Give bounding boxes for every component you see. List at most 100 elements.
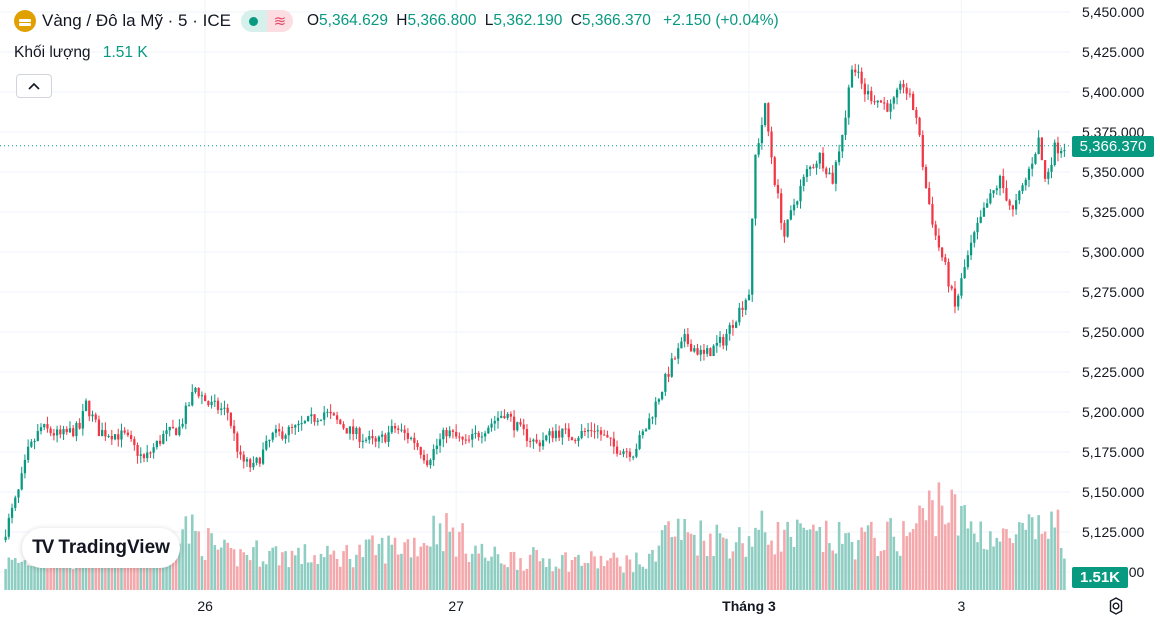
candle-body (261, 449, 265, 464)
candle-body (876, 100, 879, 103)
candle-body (902, 83, 905, 88)
candle-body (895, 89, 899, 98)
volume-bar (496, 554, 500, 590)
candle-body (136, 444, 139, 456)
volume-bar (142, 548, 146, 590)
candle-body (886, 103, 889, 112)
volume-bar (696, 555, 699, 590)
candle-body (393, 425, 397, 429)
volume-bar (10, 559, 14, 590)
y-tick-label: 5,400.000 (1082, 84, 1144, 100)
volume-legend[interactable]: Khối lượng 1.51 K (14, 44, 148, 62)
volume-bar (358, 544, 361, 590)
candle-body (84, 400, 88, 412)
candle-body (596, 430, 599, 432)
volume-bar (483, 557, 487, 590)
candle-body (281, 431, 284, 439)
candle-body (300, 423, 303, 425)
market-status-pill[interactable]: ≋ (240, 10, 293, 32)
candle-body (712, 345, 715, 357)
volume-bar (190, 514, 194, 590)
candle-body (303, 421, 307, 424)
candle-body (535, 439, 538, 443)
candle-body (1047, 171, 1050, 179)
volume-value: 1.51 K (102, 44, 148, 61)
candle-body (912, 93, 915, 110)
volume-bar (767, 544, 770, 590)
volume-bar (17, 562, 20, 590)
volume-bar (596, 568, 600, 590)
chevron-up-icon (28, 82, 40, 90)
candle-body (113, 434, 117, 440)
candle-body (612, 438, 615, 447)
candle-body (409, 437, 413, 439)
candle-body (477, 432, 480, 438)
volume-bar (207, 528, 210, 590)
tradingview-logo[interactable]: TV TradingView (22, 528, 180, 568)
volume-bar (364, 539, 368, 590)
candle-body (1018, 191, 1021, 201)
candle-body (622, 451, 625, 455)
y-tick-label: 5,200.000 (1082, 404, 1144, 420)
volume-bar (866, 525, 870, 590)
candle-body (274, 429, 278, 433)
candle-body (297, 423, 300, 426)
candle-body (290, 426, 294, 428)
volume-bar (219, 547, 223, 590)
volume-bar (65, 562, 69, 590)
volume-bar (622, 572, 625, 590)
candle-body (68, 428, 72, 433)
open-value: 5,364.629 (319, 12, 388, 29)
volume-bar (100, 547, 104, 590)
volume-bar (367, 539, 371, 590)
volume-bar (197, 531, 200, 590)
volume-bar (654, 561, 657, 590)
volume-bar (290, 550, 294, 590)
candle-body (863, 83, 866, 95)
volume-bar (441, 551, 445, 590)
low-value: 5,362.190 (493, 12, 563, 29)
candle-body (619, 453, 622, 455)
volume-bar (821, 551, 825, 590)
volume-bar (461, 523, 464, 590)
collapse-legend-button[interactable] (16, 74, 52, 98)
candle-body (39, 427, 43, 432)
candle-body (65, 429, 68, 433)
candle-body (657, 399, 661, 402)
volume-bar (332, 550, 336, 590)
candle-body (287, 426, 290, 436)
candle-body (155, 440, 158, 448)
candle-body (207, 401, 210, 406)
volume-bar (886, 521, 889, 590)
volume-bar (71, 569, 75, 590)
candle-body (754, 154, 757, 219)
candle-body (94, 414, 97, 420)
volume-bar (963, 505, 966, 590)
volume-bar (458, 531, 461, 590)
candle-body (194, 387, 197, 393)
volume-bar (660, 530, 664, 590)
candle-body (986, 203, 989, 208)
candle-body (213, 400, 216, 402)
volume-bar (477, 553, 480, 590)
volume-bar (972, 533, 976, 590)
candle-body (352, 426, 355, 435)
volume-bar (754, 527, 757, 590)
candle-body (496, 417, 500, 421)
volume-bar (937, 482, 941, 590)
volume-bar (448, 531, 452, 590)
candle-body (899, 83, 902, 90)
candle-body (52, 433, 56, 436)
volume-bar (409, 557, 413, 590)
candle-body (371, 436, 374, 439)
volume-bar (126, 555, 130, 590)
volume-bar (573, 556, 577, 590)
symbol-title[interactable]: Vàng / Đô la Mỹ · 5 · ICE (42, 11, 231, 30)
candle-body (699, 349, 702, 355)
candle-body (960, 278, 963, 296)
volume-bar (628, 559, 632, 590)
volume-bar (287, 567, 291, 590)
candle-body (265, 440, 268, 450)
chart-settings-button[interactable] (1105, 595, 1127, 617)
